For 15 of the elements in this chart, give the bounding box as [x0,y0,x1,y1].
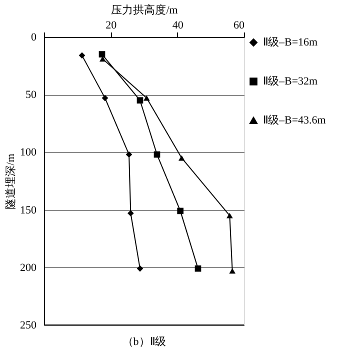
y-tick-label: 0 [31,32,37,44]
legend-label: Ⅱ级–B=32m [263,76,318,88]
y-tick-label: 50 [26,89,37,102]
y-tick-label: 200 [20,262,37,274]
y-tick-label: 250 [20,320,37,332]
x-tick-label: 60 [234,20,245,32]
x-tick-label: 20 [106,20,118,32]
legend-label: Ⅱ级–B=43.6m [263,114,326,126]
text: （b）Ⅱ级 [122,336,166,348]
y-axis-title: 隧道埋深/m [5,153,17,210]
x-tick-label: 40 [172,20,184,32]
legend-label: Ⅱ级–B=16m [263,36,318,48]
y-tick-label: 100 [20,146,37,159]
x-axis-title: 压力拱高度/m [111,4,178,16]
y-tick-label: 150 [20,204,37,216]
